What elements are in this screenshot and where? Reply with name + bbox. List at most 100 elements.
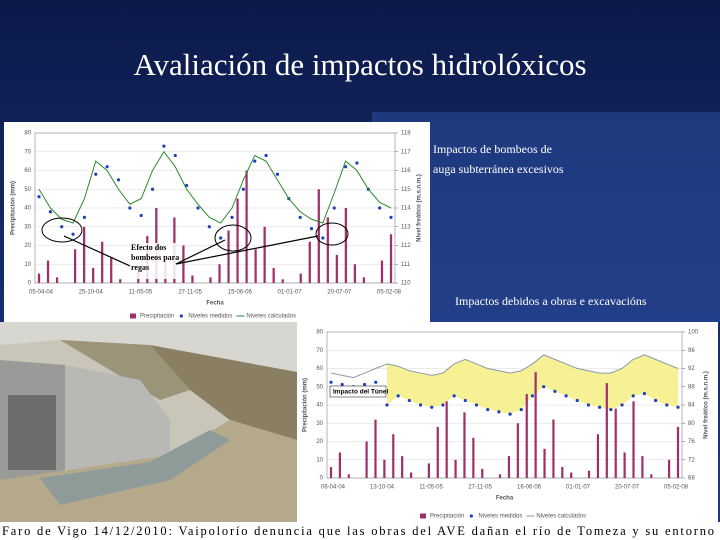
precip-bar — [281, 279, 284, 283]
x-tick-label: 05-02-08 — [664, 485, 689, 491]
legend-swatch — [469, 514, 473, 518]
level-dot — [575, 398, 579, 403]
chart: 0 10 20 30 40 50 60 70 80 110 111 112 113 114 115 116 11… — [11, 131, 423, 320]
precip-bar — [347, 474, 350, 478]
y-tick-label: 80 — [24, 131, 31, 137]
y-tick-label: 20 — [316, 439, 323, 445]
photo — [0, 322, 297, 522]
precip-bar — [392, 434, 395, 478]
level-dot — [219, 236, 223, 240]
level-dot — [196, 206, 200, 210]
precip-bar — [272, 268, 275, 283]
footer-band — [0, 522, 720, 540]
level-dot — [173, 153, 177, 158]
x-tick-label: 05-04-04 — [29, 290, 54, 296]
precip-bar — [227, 230, 230, 283]
y-tick-label: 0 — [28, 281, 32, 287]
level-dot — [82, 215, 87, 219]
y2-tick-label: 68 — [688, 476, 695, 482]
slide-title: Avaliación de impactos hidrolóxicos — [133, 47, 586, 82]
precip-bar — [401, 456, 404, 478]
y-tick-label: 50 — [24, 187, 31, 193]
y-tick-label: 0 — [320, 476, 324, 482]
precip-bar — [73, 249, 77, 283]
caption: Impactos debidos a obras e excavacións — [455, 294, 647, 308]
level-dot — [654, 398, 658, 403]
y2-tick-label: 100 — [688, 330, 699, 336]
precip-bar — [436, 426, 439, 478]
photo-opening — [8, 395, 56, 470]
level-dot — [530, 394, 535, 398]
level-dot — [275, 172, 280, 176]
precip-bar — [374, 419, 377, 478]
y2-tick-label: 72 — [688, 457, 695, 463]
y-tick-label: 60 — [316, 366, 323, 372]
precip-bar — [335, 254, 338, 283]
legend-label: Precipitación — [140, 314, 174, 320]
y2-tick-label: 115 — [401, 187, 411, 193]
caption: Impactos de bombeos de — [433, 142, 552, 156]
legend-label: Niveles calculados — [536, 514, 586, 520]
level-dot — [418, 403, 423, 407]
precip-bar — [329, 467, 333, 478]
x-axis-title: Fecha — [206, 301, 224, 307]
x-tick-label: 11-05-05 — [419, 485, 443, 491]
photo-slope — [150, 345, 297, 440]
precip-bar — [552, 419, 555, 478]
level-dot — [463, 398, 467, 403]
highlight-ellipse — [214, 224, 252, 252]
level-dot — [474, 403, 479, 407]
precip-bar — [317, 189, 320, 283]
x-tick-label: 25-10-04 — [79, 290, 104, 296]
x-tick-label: 27-11-05 — [178, 290, 202, 296]
precip-bar — [587, 470, 591, 478]
precip-bar — [543, 448, 546, 478]
level-dot — [553, 389, 557, 393]
level-dot — [128, 206, 132, 210]
y2-axis-title: Nivel freático (m.s.n.m.) — [704, 371, 710, 439]
plot-border — [34, 132, 396, 284]
level-dot — [441, 403, 445, 407]
y2-tick-label: 118 — [401, 131, 411, 137]
precip-bar — [409, 472, 413, 478]
level-dot — [374, 380, 378, 384]
level-dot — [139, 213, 143, 218]
precip-bar — [92, 268, 95, 283]
precip-bar — [245, 170, 248, 283]
legend-swatch — [130, 313, 136, 319]
level-dot — [185, 183, 189, 188]
precip-bar — [507, 456, 511, 478]
annotation-line: regas — [131, 263, 149, 272]
level-dot — [665, 403, 669, 407]
level-dot — [430, 405, 434, 409]
x-tick-label: 05-02-08 — [377, 290, 402, 296]
annotation-line: Efecto dos — [131, 243, 166, 252]
precip-bar — [55, 277, 59, 283]
level-dot — [586, 403, 591, 407]
x-tick-label: 15-06-06 — [228, 290, 253, 296]
calc-line — [330, 354, 679, 379]
x-tick-label: 11-05-05 — [129, 290, 153, 296]
level-dot — [564, 394, 568, 398]
precip-bar — [46, 260, 50, 283]
level-dot — [116, 178, 121, 182]
precip-bar — [326, 217, 329, 283]
precip-bar — [383, 459, 386, 478]
level-dot — [542, 385, 546, 389]
precip-bar — [83, 226, 86, 283]
y2-tick-label: 112 — [401, 243, 411, 249]
precip-bar — [445, 401, 448, 478]
y2-tick-label: 114 — [401, 206, 411, 212]
y-tick-label: 30 — [316, 421, 323, 427]
annotation-box — [329, 385, 387, 398]
level-dot — [452, 394, 456, 398]
level-dot — [207, 225, 211, 229]
x-tick-label: 20-07-07 — [615, 485, 640, 491]
level-dot — [37, 195, 41, 199]
level-dot — [609, 407, 613, 412]
precip-bar — [498, 474, 502, 478]
precip-bar — [561, 467, 564, 478]
x-tick-label: 20-07-07 — [327, 290, 352, 296]
precip-bar — [650, 474, 653, 478]
